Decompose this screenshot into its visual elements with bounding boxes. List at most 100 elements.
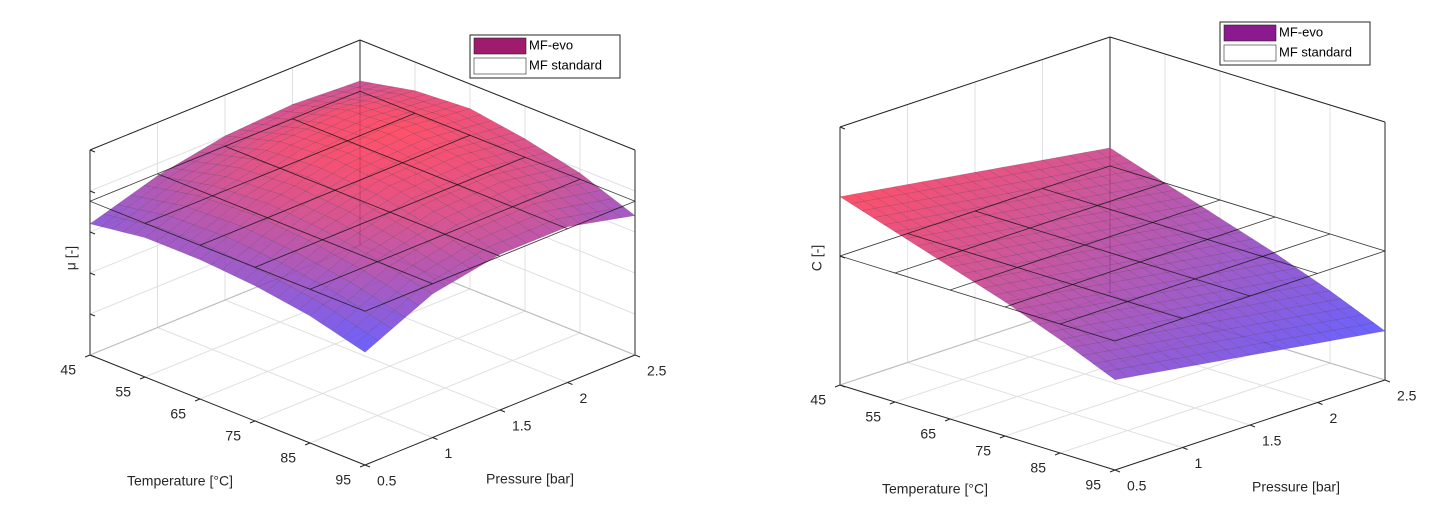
standard-mesh	[1109, 165, 1386, 252]
standard-mesh	[89, 200, 366, 312]
standard-mesh	[974, 210, 1251, 297]
surface-cell	[1144, 361, 1170, 373]
y-axis-label: Pressure [bar]	[486, 471, 574, 487]
x-tick-label: 95	[335, 472, 351, 488]
standard-mesh	[907, 233, 1183, 319]
grid-line	[974, 339, 1251, 426]
x-tick-label: 65	[920, 426, 936, 442]
x-axis-label: Temperature [°C]	[127, 473, 233, 489]
y-tick-label: 0.5	[1127, 478, 1147, 494]
surface-cell	[1346, 325, 1372, 337]
surface-cell	[1157, 359, 1183, 371]
legend: MF-evo MF standard	[1219, 21, 1371, 66]
surface-cell	[1184, 354, 1210, 366]
x-tick	[944, 418, 951, 422]
surface-cell	[1238, 344, 1264, 356]
z-tick	[89, 272, 96, 276]
y-tick	[567, 382, 573, 385]
x-tick	[1109, 469, 1116, 473]
x-tick	[999, 435, 1006, 439]
x-tick	[889, 401, 896, 405]
y-tick	[1317, 402, 1323, 405]
x-tick-label: 45	[810, 392, 826, 408]
surface-cell	[1333, 327, 1359, 339]
z-axis-label: C [-]	[809, 245, 825, 271]
surface-cell	[502, 235, 528, 249]
x-axis	[89, 354, 366, 466]
x-axis-label: Temperature [°C]	[882, 481, 988, 497]
z-tick	[89, 149, 96, 153]
y-tick-label: 1.5	[512, 418, 532, 434]
y-tick-label: 2	[580, 390, 588, 406]
surface-cell	[1292, 334, 1318, 346]
standard-mesh	[224, 145, 501, 257]
surface-cell	[380, 310, 406, 330]
y-tick-label: 2.5	[1397, 388, 1417, 404]
y-tick-label: 2.5	[647, 363, 667, 379]
legend-swatch	[473, 37, 527, 55]
y-tick	[1182, 447, 1188, 450]
surface-cell	[1211, 349, 1237, 361]
x-tick	[84, 354, 91, 358]
z-tick	[89, 313, 96, 317]
y-tick	[634, 354, 641, 358]
surface-cell	[1252, 342, 1278, 354]
surface-cell	[353, 333, 379, 353]
x-tick-label: 65	[170, 406, 186, 422]
y-tick-label: 1	[445, 445, 453, 461]
surface-cell	[488, 241, 514, 255]
x-tick	[249, 420, 256, 424]
surface-cell	[1103, 368, 1129, 380]
legend-swatch	[1223, 24, 1277, 42]
x-tick	[194, 398, 201, 402]
y-tick	[364, 464, 371, 468]
box-edge	[89, 39, 361, 151]
x-tick-label: 45	[60, 362, 76, 378]
x-tick	[304, 442, 311, 446]
x-tick-label: 55	[865, 409, 881, 425]
x-tick	[359, 464, 366, 468]
x-tick	[139, 376, 146, 380]
x-axis	[839, 384, 1116, 471]
legend-label: MF standard	[1279, 44, 1352, 59]
y-tick-label: 1	[1195, 455, 1203, 471]
standard-mesh	[359, 90, 636, 202]
standard-mesh	[839, 255, 1116, 342]
x-tick-label: 85	[1030, 460, 1046, 476]
y-tick	[432, 437, 438, 440]
surface-cell	[1360, 322, 1386, 334]
surface-cell	[1117, 366, 1143, 378]
x-tick	[834, 384, 841, 388]
z-tick	[89, 231, 96, 235]
x-tick	[1054, 452, 1061, 456]
legend-label: MF-evo	[1279, 24, 1323, 39]
grid-line	[224, 299, 501, 411]
grid-line	[157, 327, 433, 438]
standard-mesh	[292, 118, 568, 230]
z-axis-label: μ [-]	[63, 246, 79, 270]
y-tick-label: 1.5	[1262, 433, 1282, 449]
grid-line	[907, 362, 1183, 448]
box-edge	[359, 39, 636, 151]
legend: MF-evo MF standard	[469, 34, 621, 79]
x-tick-label: 85	[280, 450, 296, 466]
y-tick	[499, 409, 506, 413]
surface-cell	[1198, 351, 1224, 363]
x-tick-label: 75	[975, 443, 991, 459]
box-edge	[1109, 36, 1386, 123]
surface-cell	[1265, 339, 1291, 351]
y-tick	[1249, 424, 1256, 428]
surface-cell	[1130, 364, 1156, 376]
x-tick-label: 55	[115, 384, 131, 400]
y-tick	[1114, 469, 1121, 473]
standard-mesh	[1042, 188, 1318, 274]
legend-swatch	[473, 57, 527, 75]
surface-cell	[1279, 337, 1305, 349]
z-tick	[839, 126, 846, 130]
z-tick	[89, 190, 96, 194]
surface-cell	[394, 298, 420, 318]
surface-cell	[1306, 332, 1332, 344]
y-tick-label: 0.5	[377, 473, 397, 489]
